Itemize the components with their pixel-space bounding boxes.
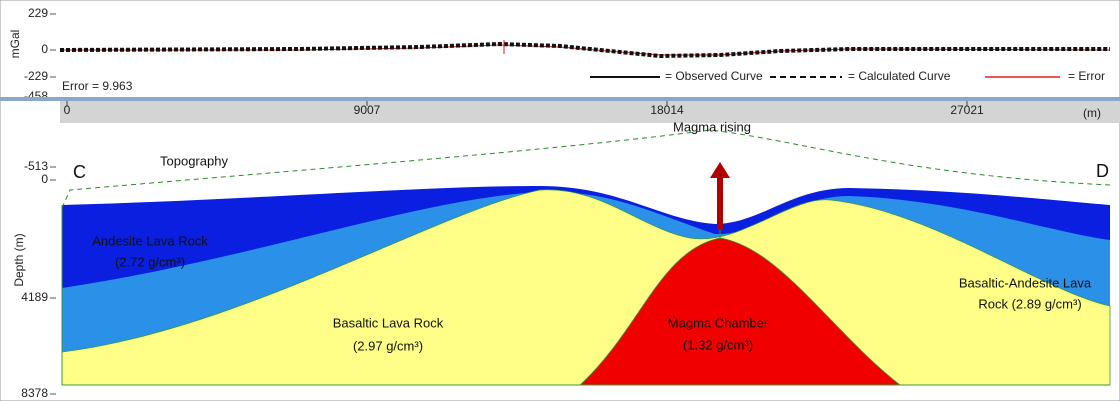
x-tick-label: 27021 (950, 103, 984, 117)
x-tick-label: 0 (64, 103, 71, 117)
y-tick-label: 0 (41, 172, 48, 186)
layer-density: Rock (2.89 g/cm³) (978, 296, 1081, 311)
y-tick-label: 0 (41, 42, 48, 56)
y-tick-label: 8378 (21, 386, 48, 400)
x-tick-label: 18014 (650, 103, 684, 117)
divider (0, 97, 1120, 101)
layer-label: Basaltic-Andesite Lava (959, 275, 1092, 290)
error-value: Error = 9.963 (62, 79, 133, 93)
y-tick-label: 4189 (21, 290, 48, 304)
layer-density: (2.72 g/cm³) (115, 254, 185, 269)
legend-entry: = Calculated Curve (848, 69, 951, 83)
y-tick-label: -458 (24, 89, 48, 103)
y-tick-label: -513 (24, 159, 48, 173)
layer-label: Magma Chamber (668, 315, 769, 330)
layer-label: Andesite Lava Rock (92, 233, 208, 248)
profile-start: C (73, 162, 86, 182)
gravity-model: mGal 229 0 -229 -458 Error = 9.963 = Obs… (0, 0, 1120, 401)
x-unit: (m) (1083, 106, 1101, 120)
y-label: mGal (8, 30, 22, 59)
y-tick-label: -229 (24, 69, 48, 83)
y-tick-label: 229 (28, 6, 48, 20)
layer-density: (1.32 g/cm³) (683, 337, 753, 352)
magma-rising-label: Magma rising (673, 119, 751, 134)
layer-label: Basaltic Lava Rock (333, 315, 444, 330)
layer-density: (2.97 g/cm³) (353, 338, 423, 353)
profile-end: D (1096, 161, 1109, 181)
topography-label: Topography (160, 153, 228, 168)
legend-entry: = Observed Curve (665, 69, 763, 83)
legend-entry: = Error (1068, 69, 1105, 83)
x-tick-label: 9007 (354, 103, 381, 117)
y-label: Depth (m) (12, 233, 26, 286)
